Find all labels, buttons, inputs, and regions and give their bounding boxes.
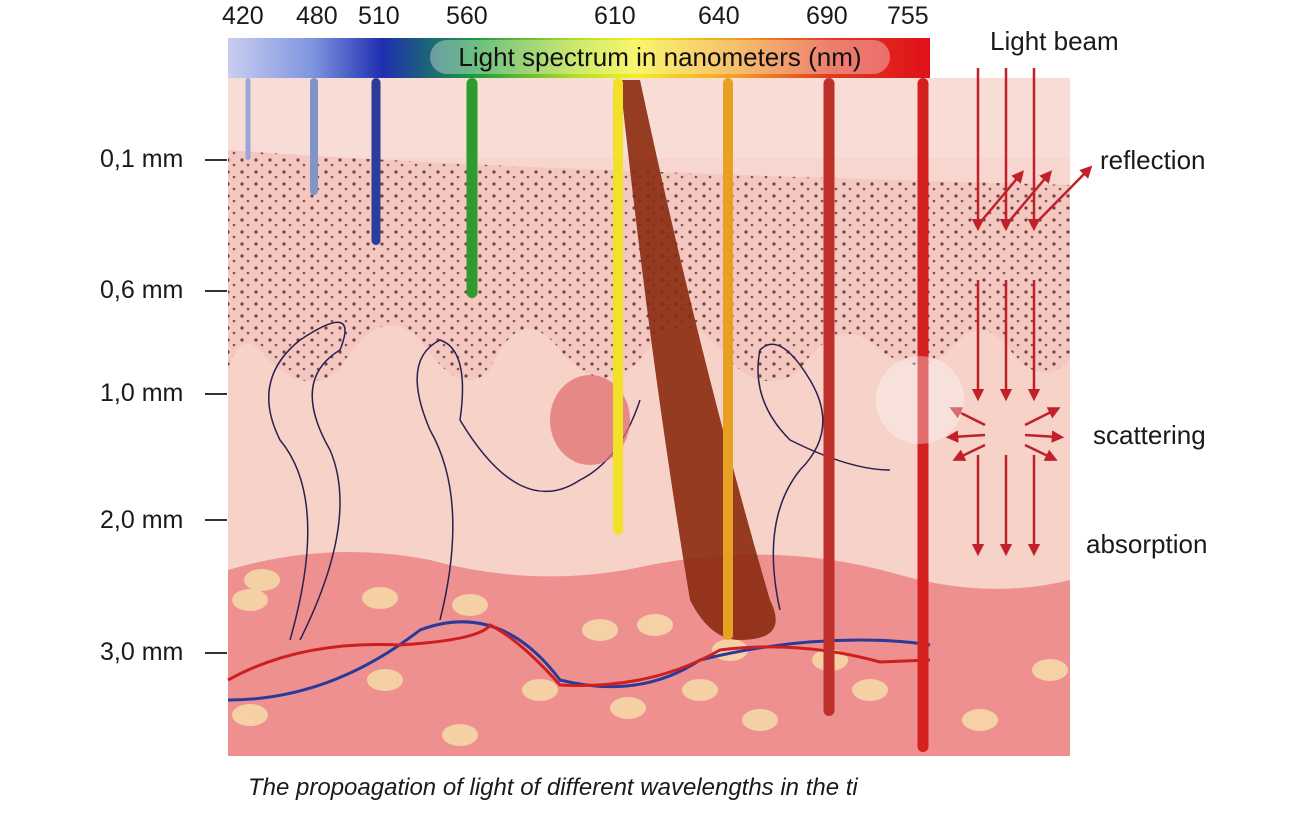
- fat-cell: [962, 709, 998, 731]
- fat-cell: [1032, 659, 1068, 681]
- scatter-arrow-1: [949, 407, 986, 427]
- penetration-beam-420: [245, 78, 251, 160]
- penetration-beam-560: [466, 78, 478, 298]
- penetration-beam-610: [613, 78, 623, 535]
- depth-tick: [205, 159, 227, 161]
- wavelength-label-480: 480: [296, 2, 338, 30]
- fat-cell: [852, 679, 888, 701]
- wavelength-label-690: 690: [806, 2, 848, 30]
- scattering-label: scattering: [1093, 420, 1206, 450]
- nerve-fiber-left: [268, 321, 346, 641]
- fat-cell: [582, 619, 618, 641]
- depth-label-2-0: 2,0 mm: [100, 506, 184, 534]
- hypodermis-layer: [228, 552, 1070, 756]
- wavelength-label-560: 560: [446, 2, 488, 30]
- depth-tick: [205, 519, 227, 521]
- blood-vessel-red: [227, 623, 931, 688]
- light-beam-label: Light beam: [990, 26, 1119, 56]
- fat-cell: [367, 669, 403, 691]
- wavelength-label-510: 510: [358, 2, 400, 30]
- sebaceous-gland: [550, 375, 630, 465]
- reflected-arrow-3: [1005, 170, 1053, 226]
- fat-cell: [682, 679, 718, 701]
- scatter-arrow-4: [1024, 407, 1061, 427]
- scatter-arrow-6: [1024, 443, 1058, 461]
- fat-cells: [232, 569, 1068, 746]
- reflected-arrow: [1033, 165, 1093, 226]
- penetration-beam-690: [823, 78, 835, 716]
- reflected-arrow-2: [977, 170, 1025, 226]
- fat-cell: [452, 594, 488, 616]
- penetration-beam-755: [917, 78, 929, 752]
- scatter-arrow-5: [1024, 430, 1065, 443]
- fat-cell: [362, 587, 398, 609]
- depth-label-0-1: 0,1 mm: [100, 145, 184, 173]
- absorption-label: absorption: [1086, 529, 1208, 559]
- figure-caption: The propoagation of light of different w…: [248, 774, 858, 801]
- reflection-label: reflection: [1100, 145, 1206, 175]
- dermis-layer: [228, 325, 1070, 600]
- scatter-arrow-3: [952, 443, 986, 461]
- penetration-beam-510: [371, 78, 381, 245]
- spectrum-title: Light spectrum in nanometers (nm): [430, 40, 890, 74]
- hair-shaft: [620, 80, 776, 640]
- fat-cell: [637, 614, 673, 636]
- fat-cell: [232, 589, 268, 611]
- scatter-arrow-2: [945, 430, 986, 443]
- fat-cell: [522, 679, 558, 701]
- fat-cell: [742, 709, 778, 731]
- depth-tick: [205, 652, 227, 654]
- wavelength-label-420: 420: [222, 2, 264, 30]
- depth-label-3-0: 3,0 mm: [100, 638, 184, 666]
- fat-cell: [610, 697, 646, 719]
- wavelength-label-640: 640: [698, 2, 740, 30]
- scattering-highlight: [876, 356, 964, 444]
- wavelength-label-610: 610: [594, 2, 636, 30]
- penetration-beam-480: [310, 78, 318, 195]
- spectrum-bar: [228, 38, 930, 78]
- fat-cell: [244, 569, 280, 591]
- nerve-fiber-middle: [416, 339, 641, 621]
- fat-cell: [232, 704, 268, 726]
- nerve-fiber-right: [757, 343, 891, 611]
- depth-label-1-0: 1,0 mm: [100, 379, 184, 407]
- fat-cell: [442, 724, 478, 746]
- wavelength-label-755: 755: [887, 2, 929, 30]
- depth-tick: [205, 393, 227, 395]
- light-beam-arrows: [945, 68, 1093, 557]
- depth-label-0-6: 0,6 mm: [100, 276, 184, 304]
- penetration-beam-640: [723, 78, 733, 640]
- depth-tick: [205, 290, 227, 292]
- penetration-beams: [245, 78, 929, 752]
